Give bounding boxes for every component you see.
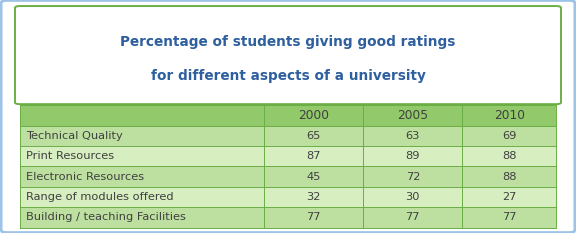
Text: for different aspects of a university: for different aspects of a university bbox=[150, 69, 426, 83]
Text: Building / teaching Facilities: Building / teaching Facilities bbox=[26, 212, 187, 223]
Text: Technical Quality: Technical Quality bbox=[26, 131, 123, 141]
Text: Percentage of students giving good ratings: Percentage of students giving good ratin… bbox=[120, 35, 456, 49]
Text: 72: 72 bbox=[406, 171, 420, 182]
FancyBboxPatch shape bbox=[15, 6, 561, 104]
Text: 63: 63 bbox=[406, 131, 420, 141]
Text: 77: 77 bbox=[406, 212, 420, 223]
Text: 65: 65 bbox=[306, 131, 321, 141]
Text: Electronic Resources: Electronic Resources bbox=[26, 171, 145, 182]
Text: 69: 69 bbox=[502, 131, 517, 141]
Bar bbox=[20, 166, 556, 187]
Text: 30: 30 bbox=[406, 192, 420, 202]
Bar bbox=[20, 105, 556, 126]
Text: Print Resources: Print Resources bbox=[26, 151, 115, 161]
Text: 77: 77 bbox=[502, 212, 517, 223]
Text: 77: 77 bbox=[306, 212, 321, 223]
Bar bbox=[20, 126, 556, 146]
Text: 87: 87 bbox=[306, 151, 321, 161]
Text: 89: 89 bbox=[406, 151, 420, 161]
Text: 88: 88 bbox=[502, 171, 517, 182]
Text: 2000: 2000 bbox=[298, 109, 329, 122]
Bar bbox=[20, 187, 556, 207]
Bar bbox=[20, 146, 556, 166]
Text: 27: 27 bbox=[502, 192, 517, 202]
Text: 32: 32 bbox=[306, 192, 321, 202]
Text: 2010: 2010 bbox=[494, 109, 525, 122]
Text: Range of modules offered: Range of modules offered bbox=[26, 192, 174, 202]
Bar bbox=[20, 207, 556, 228]
Text: 45: 45 bbox=[306, 171, 321, 182]
Text: 88: 88 bbox=[502, 151, 517, 161]
Text: 2005: 2005 bbox=[397, 109, 429, 122]
